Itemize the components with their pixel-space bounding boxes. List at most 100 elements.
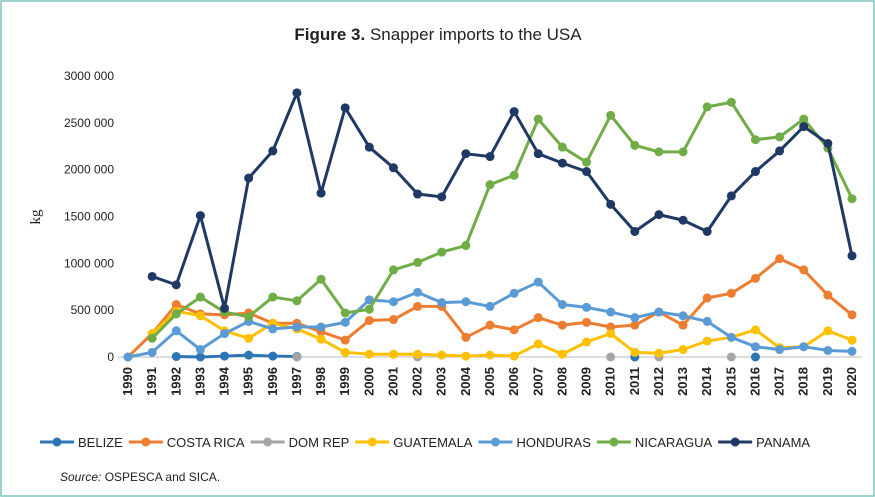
data-point	[220, 351, 230, 361]
data-point	[485, 350, 495, 360]
data-point	[702, 316, 712, 326]
legend-marker	[730, 437, 740, 447]
y-tick-label: 2500 000	[64, 116, 114, 130]
legend-marker	[367, 437, 377, 447]
x-tick-label: 1995	[241, 367, 256, 396]
data-point	[654, 307, 664, 317]
data-point	[533, 149, 543, 159]
data-point	[364, 142, 374, 152]
data-point	[533, 313, 543, 323]
data-point	[244, 333, 254, 343]
data-point	[582, 317, 592, 327]
data-point	[847, 194, 857, 204]
data-point	[702, 102, 712, 112]
data-point	[147, 271, 157, 281]
data-point	[557, 158, 567, 168]
data-point	[557, 300, 567, 310]
data-point	[413, 349, 423, 359]
legend-marker	[490, 437, 500, 447]
legend-label: PANAMA	[756, 435, 810, 450]
x-tick-label: 2005	[482, 367, 497, 396]
data-point	[823, 290, 833, 300]
data-point	[388, 265, 398, 275]
x-tick-label: 2011	[627, 367, 642, 395]
data-point	[799, 122, 809, 132]
x-tick-label: 2006	[506, 367, 521, 396]
data-point	[244, 312, 254, 322]
data-point	[606, 110, 616, 120]
x-tick-label: 2009	[579, 367, 594, 396]
data-point	[750, 273, 760, 283]
x-tick-label: 2002	[410, 367, 425, 396]
data-point	[726, 352, 736, 362]
data-point	[775, 132, 785, 142]
data-point	[220, 329, 230, 339]
data-point	[171, 300, 181, 310]
data-point	[750, 135, 760, 145]
data-point	[364, 349, 374, 359]
data-point	[799, 114, 809, 124]
x-tick-label: 2015	[723, 367, 738, 396]
data-point	[195, 345, 205, 355]
data-point	[775, 146, 785, 156]
data-point	[799, 342, 809, 352]
x-tick-label: 2007	[530, 367, 545, 396]
x-tick-label: 1994	[217, 366, 232, 396]
series-line	[151, 91, 854, 310]
data-point	[461, 241, 471, 251]
data-point	[630, 226, 640, 236]
x-tick-label: 2017	[772, 367, 787, 396]
x-tick-label: 2008	[554, 367, 569, 396]
data-point	[750, 167, 760, 177]
legend-label: COSTA RICA	[167, 435, 245, 450]
legend-marker	[141, 437, 151, 447]
data-point	[461, 332, 471, 342]
x-tick-label: 1992	[168, 367, 183, 396]
data-point	[340, 308, 350, 318]
data-point	[509, 325, 519, 335]
data-point	[461, 351, 471, 361]
data-point	[340, 103, 350, 113]
data-point	[268, 292, 278, 302]
x-tick-label: 1998	[313, 367, 328, 396]
data-point	[364, 295, 374, 305]
data-point	[171, 326, 181, 336]
data-point	[195, 211, 205, 221]
data-point	[557, 320, 567, 330]
data-point	[775, 345, 785, 355]
data-point	[750, 352, 760, 362]
data-point	[847, 346, 857, 356]
data-point	[678, 215, 688, 225]
data-point	[195, 311, 205, 321]
data-point	[750, 342, 760, 352]
data-point	[823, 326, 833, 336]
data-point	[388, 163, 398, 173]
data-point	[799, 265, 809, 275]
data-point	[847, 310, 857, 320]
data-point	[678, 320, 688, 330]
data-point	[557, 349, 567, 359]
data-point	[485, 180, 495, 190]
x-tick-label: 2019	[820, 367, 835, 396]
y-axis-label: kg	[28, 209, 44, 225]
data-point	[678, 147, 688, 157]
data-point	[437, 298, 447, 308]
data-point	[509, 170, 519, 180]
title-text: Snapper imports to the USA	[370, 25, 582, 44]
data-point	[340, 335, 350, 345]
data-point	[702, 336, 712, 346]
legend-label: HONDURAS	[516, 435, 591, 450]
data-point	[437, 192, 447, 202]
data-point	[630, 140, 640, 150]
x-tick-label: 2012	[651, 367, 666, 396]
data-point	[123, 352, 133, 362]
legend-label: BELIZE	[78, 435, 123, 450]
source: Source: OSPESCA and SICA.	[60, 470, 220, 484]
data-point	[268, 146, 278, 156]
x-tick-label: 2010	[603, 367, 618, 396]
data-point	[606, 199, 616, 209]
data-point	[268, 351, 278, 361]
x-tick-label: 1991	[144, 367, 159, 396]
